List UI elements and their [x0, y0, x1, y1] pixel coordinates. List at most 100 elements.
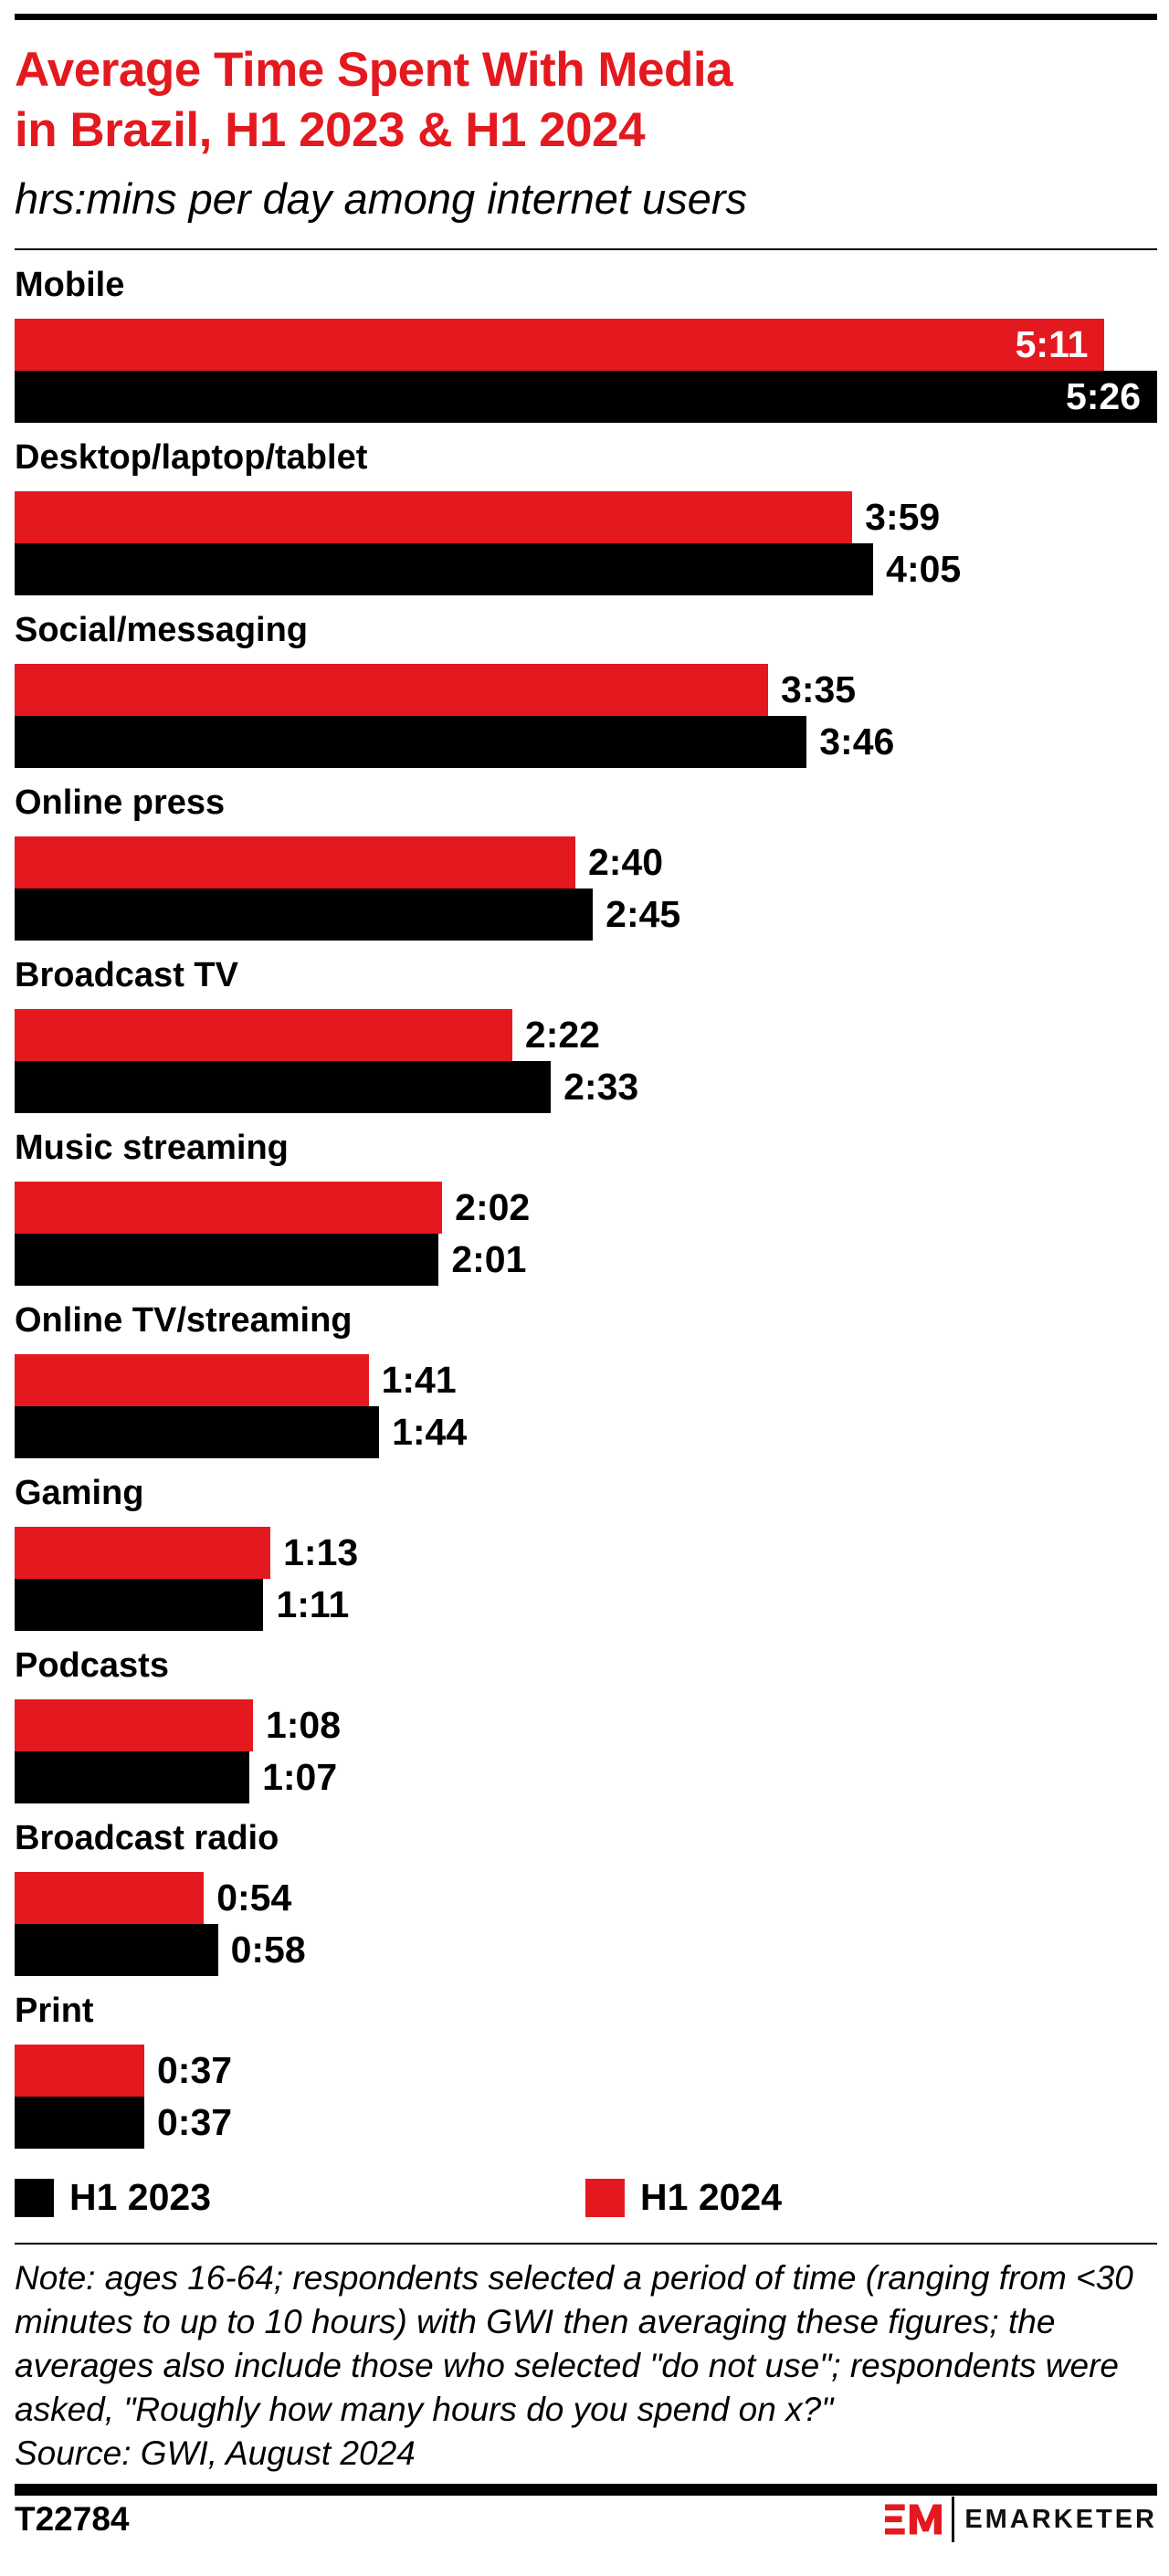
legend-label-h1-2024: H1 2024: [640, 2176, 783, 2218]
bar-line: 3:59: [15, 491, 1157, 543]
value-label-h1-2024: 1:08: [265, 1704, 341, 1746]
value-label-h1-2024: 0:37: [156, 2049, 233, 2091]
category-label: Gaming: [15, 1474, 144, 1512]
bar-h1-2023: 5:26: [15, 371, 1157, 423]
bar-line: 2:33: [15, 1061, 1157, 1113]
value-label-h1-2023: 0:37: [156, 2101, 233, 2143]
bar-h1-2024: [15, 1009, 512, 1061]
bar-line: 2:01: [15, 1234, 1157, 1286]
value-label-h1-2023: 5:26: [1065, 375, 1141, 417]
category-label: Broadcast TV: [15, 956, 238, 994]
bar-line: 1:13: [15, 1527, 1157, 1579]
chart-subtitle: hrs:mins per day among internet users: [15, 174, 747, 223]
category-label: Broadcast radio: [15, 1819, 279, 1857]
bar-line: 2:02: [15, 1182, 1157, 1234]
category-label: Desktop/laptop/tablet: [15, 438, 368, 477]
bar-h1-2024: [15, 1182, 443, 1234]
category-label: Print: [15, 1992, 94, 2030]
note-text: Note: ages 16-64; respondents selected a…: [15, 2259, 1133, 2428]
category-label: Mobile: [15, 266, 125, 304]
bar-line: 0:58: [15, 1924, 1157, 1976]
value-label-h1-2024: 1:13: [283, 1531, 359, 1573]
value-label-h1-2023: 1:44: [392, 1411, 468, 1453]
category-row: Online TV/streaming 1:41 1:44: [15, 1299, 1157, 1458]
category-row: Gaming 1:13 1:11: [15, 1472, 1157, 1631]
chart-id: T22784: [15, 2500, 130, 2538]
bar-h1-2024: [15, 1872, 205, 1924]
bar-h1-2023: [15, 2097, 144, 2149]
bar-h1-2024: 5:11: [15, 319, 1105, 371]
value-label-h1-2023: 4:05: [886, 548, 962, 590]
value-label-h1-2023: 2:01: [451, 1238, 527, 1280]
bar-line: 2:22: [15, 1009, 1157, 1061]
category-label: Podcasts: [15, 1646, 169, 1685]
bar-line: 2:40: [15, 836, 1157, 888]
bar-h1-2024: [15, 836, 575, 888]
bar-line: 3:46: [15, 716, 1157, 768]
bar-h1-2023: [15, 1924, 218, 1976]
bar-h1-2024: [15, 1354, 369, 1406]
value-label-h1-2024: 3:59: [865, 496, 941, 538]
top-accent-bar: [15, 14, 1157, 20]
category-row: Broadcast radio 0:54 0:58: [15, 1817, 1157, 1976]
logo-divider: [952, 2497, 955, 2542]
value-label-h1-2024: 0:54: [216, 1877, 292, 1919]
value-label-h1-2024: 2:40: [587, 841, 664, 883]
category-row: Print 0:37 0:37: [15, 1990, 1157, 2149]
bar-line: 0:37: [15, 2045, 1157, 2097]
category-row: Social/messaging 3:35 3:46: [15, 609, 1157, 768]
category-label: Online press: [15, 783, 226, 822]
legend: H1 2023 H1 2024: [15, 2176, 1157, 2219]
category-row: Music streaming 2:02 2:01: [15, 1127, 1157, 1286]
value-label-h1-2024: 2:02: [455, 1186, 531, 1228]
value-label-h1-2024: 3:35: [781, 668, 857, 710]
bar-line: 0:37: [15, 2097, 1157, 2149]
category-row: Online press 2:40 2:45: [15, 782, 1157, 941]
value-label-h1-2023: 3:46: [819, 720, 895, 762]
title-line-2: in Brazil, H1 2023 & H1 2024: [15, 103, 646, 157]
bar-h1-2023: [15, 1234, 439, 1286]
legend-swatch-h1-2023-icon: [15, 2178, 54, 2217]
bar-line: 1:07: [15, 1751, 1157, 1803]
bar-h1-2024: [15, 491, 853, 543]
bar-line: 1:44: [15, 1406, 1157, 1458]
bar-h1-2023: [15, 1579, 264, 1631]
bar-line: 0:54: [15, 1872, 1157, 1924]
bar-line: 4:05: [15, 543, 1157, 595]
value-label-h1-2024: 1:41: [381, 1359, 457, 1401]
footnote-divider: [15, 2243, 1157, 2245]
value-label-h1-2023: 1:11: [276, 1583, 350, 1625]
bar-h1-2023: [15, 543, 874, 595]
bar-h1-2023: [15, 1751, 250, 1803]
brand-logo: EMARKETER: [885, 2497, 1157, 2542]
bar-h1-2023: [15, 1406, 380, 1458]
footer: T22784 EMARKETER: [15, 2497, 1157, 2542]
source-text: Source: GWI, August 2024: [15, 2434, 416, 2472]
value-label-h1-2024: 5:11: [1015, 323, 1089, 365]
bar-h1-2023: [15, 888, 594, 941]
bar-chart: Mobile 5:11 5:26 Desktop/laptop/tablet 3:59 4…: [15, 264, 1157, 2149]
value-label-h1-2023: 2:45: [606, 893, 681, 935]
bar-line: 1:08: [15, 1699, 1157, 1751]
bar-h1-2023: [15, 716, 807, 768]
bar-line: 3:35: [15, 664, 1157, 716]
bar-h1-2024: [15, 1527, 271, 1579]
brand-name: EMARKETER: [964, 2504, 1157, 2534]
footer-accent-bar: [15, 2484, 1157, 2496]
legend-item-h1-2024: H1 2024: [585, 2176, 782, 2219]
header-divider: [15, 248, 1157, 250]
value-label-h1-2023: 0:58: [230, 1929, 306, 1971]
bar-line: 5:11: [15, 319, 1157, 371]
category-label: Social/messaging: [15, 611, 309, 649]
bar-h1-2024: [15, 664, 769, 716]
legend-swatch-h1-2024-icon: [585, 2178, 626, 2217]
bar-line: 1:11: [15, 1579, 1157, 1631]
page-title: Average Time Spent With Media in Brazil, …: [15, 40, 1157, 161]
category-label: Music streaming: [15, 1129, 289, 1167]
value-label-h1-2023: 2:33: [563, 1066, 639, 1108]
emarketer-em-icon: [885, 2504, 943, 2535]
bar-h1-2024: [15, 2045, 144, 2097]
legend-item-h1-2023: H1 2023: [15, 2176, 211, 2219]
value-label-h1-2023: 1:07: [262, 1756, 338, 1798]
